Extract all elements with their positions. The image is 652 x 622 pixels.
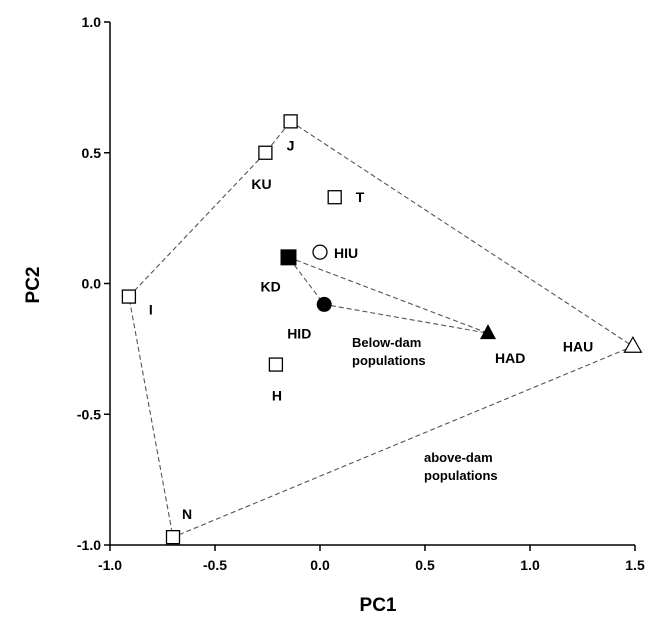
hull-above-dam [128, 120, 635, 538]
y-tick-label: -0.5 [77, 406, 101, 422]
annotation-above-line2: populations [424, 468, 498, 483]
y-tick-label: 0.0 [82, 276, 102, 292]
x-tick-label: 0.0 [310, 557, 330, 573]
x-tick-label: 1.0 [520, 557, 540, 573]
point-ku [258, 145, 273, 160]
y-tick-label: -1.0 [77, 537, 101, 553]
label-n: N [182, 506, 192, 522]
point-n [165, 530, 181, 545]
y-tick-label: 1.0 [82, 14, 102, 30]
label-t: T [356, 189, 365, 205]
point-kd [280, 249, 297, 266]
point-j [283, 114, 298, 129]
hull-lines [128, 120, 635, 538]
data-points [121, 114, 643, 545]
label-kd: KD [261, 278, 281, 294]
point-h [268, 357, 284, 372]
point-hiu [312, 244, 328, 260]
x-tick-label: 0.5 [415, 557, 435, 573]
annotation-below-line1: Below-dam [352, 335, 421, 350]
label-had: HAD [495, 350, 525, 366]
label-ku: KU [251, 176, 271, 192]
y-tick-label: 0.5 [82, 145, 102, 161]
point-hid [316, 296, 332, 312]
axes: -1.0 -0.5 0.0 0.5 1.0 1.5 -1.0 -0.5 0.0 0.5 1.0 [77, 14, 645, 573]
label-h: H [272, 388, 282, 404]
point-t [327, 190, 342, 205]
point-hau [623, 336, 643, 353]
label-hau: HAU [563, 338, 593, 354]
point-labels: J KU T I H N KD HIU HID HAD HAU [149, 137, 593, 522]
point-had [480, 324, 496, 340]
x-tick-label: -0.5 [203, 557, 227, 573]
point-i [121, 289, 137, 304]
label-i: I [149, 302, 153, 318]
y-axis-title: PC2 [23, 267, 44, 304]
annotations: Below-dam populations above-dam populations [352, 335, 498, 483]
label-j: J [287, 137, 295, 153]
label-hiu: HIU [334, 245, 358, 261]
x-tick-label: 1.5 [625, 557, 645, 573]
annotation-below-line2: populations [352, 353, 426, 368]
annotation-above-line1: above-dam [424, 450, 493, 465]
label-hid: HID [287, 325, 311, 341]
x-axis-title: PC1 [360, 595, 397, 616]
x-tick-label: -1.0 [98, 557, 122, 573]
hull-below-dam [288, 256, 489, 334]
